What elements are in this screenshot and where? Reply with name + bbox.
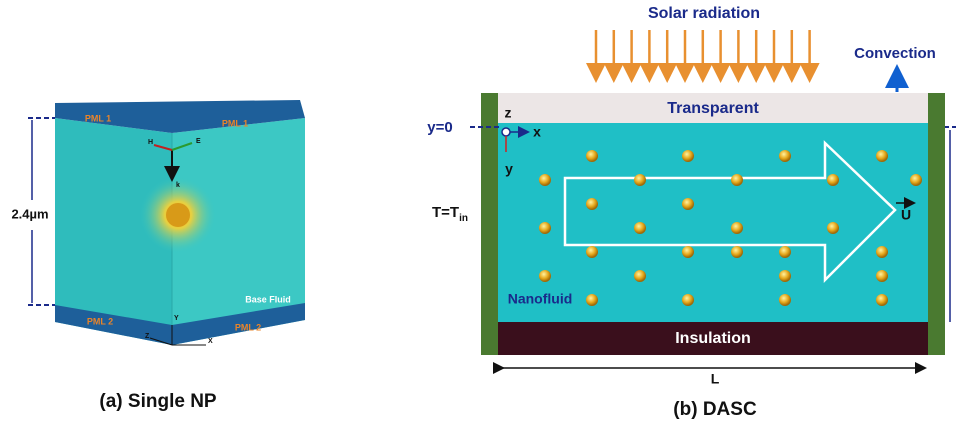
nanoparticle [634,174,646,186]
convection-label: Convection [854,45,936,62]
nanoparticle [539,174,551,186]
pml-label: PML 1 [222,118,248,128]
nanoparticle [586,294,598,306]
solar-label: Solar radiation [648,5,760,22]
axis-label: Z [145,333,150,340]
layer-label: Transparent [667,100,759,117]
pml-top [55,100,305,133]
nanoparticle [731,246,743,258]
axis-line [149,337,173,346]
medium-label: Base Fluid [245,294,291,304]
length-label: L [711,371,720,387]
pml-label: PML 2 [235,322,261,332]
nanoparticle [827,222,839,234]
nanoparticle [682,294,694,306]
nanoparticle [166,203,190,227]
caption: (a) Single NP [99,391,217,412]
pml-label: PML 1 [85,113,111,123]
nanoparticle [682,246,694,258]
field-label: E [196,138,201,145]
wall [481,93,498,355]
nanoparticle [731,222,743,234]
nanoparticle [779,246,791,258]
inlet-label: T=Tin [432,204,468,224]
nanoparticle [779,270,791,282]
nanoparticle [876,246,888,258]
nanoparticle [876,150,888,162]
nanoparticle [876,294,888,306]
transparent-layer [498,93,928,123]
nanoparticle [827,174,839,186]
dimension: 2.4µm [11,117,55,306]
insulation-layer [498,322,928,355]
field-label: H [148,139,153,146]
caption: (b) DASC [673,399,757,420]
velocity-label: U [901,207,911,223]
nanoparticle [586,150,598,162]
pml-label: PML 2 [87,316,113,326]
nanoparticle [539,222,551,234]
flow-arrow [563,140,897,284]
nanoparticle [634,222,646,234]
fluid-region [498,123,928,322]
axis-label: X [208,338,213,345]
nanoparticle [634,270,646,282]
nanoparticle [910,174,922,186]
nanoparticle [586,198,598,210]
nanoparticle [779,294,791,306]
nanoparticle [586,246,598,258]
inlet-main: T=T [432,204,459,221]
collector: Solar radiation Convection Transparent I… [427,5,956,387]
nanoparticle [876,270,888,282]
pml-bottom [55,303,305,345]
cube: PML 1 PML 1 PML 2 PML 2 Base Fluid H E k… [55,100,305,346]
nanoparticle [539,270,551,282]
nanoparticle [779,150,791,162]
dimension-label: 2.4µm [11,206,48,221]
e-arrow [171,142,193,151]
cube-left-face [55,118,172,345]
cube-right-face [172,118,305,345]
fluid-label: Nanofluid [508,291,573,307]
axis-label: x [533,124,541,140]
inlet-sub: in [459,213,468,224]
nanoparticle [731,174,743,186]
nanoparticle [682,150,694,162]
origin-marker [501,127,511,137]
wall [928,93,945,355]
layer-label: Insulation [675,330,751,347]
axis-label: y [505,161,513,177]
field-label: k [176,182,180,189]
nanoparticle [682,198,694,210]
h-arrow [153,144,173,151]
axis-label: z [505,105,512,121]
origin-label: y=0 [427,119,452,136]
axis-label: Y [174,315,179,322]
